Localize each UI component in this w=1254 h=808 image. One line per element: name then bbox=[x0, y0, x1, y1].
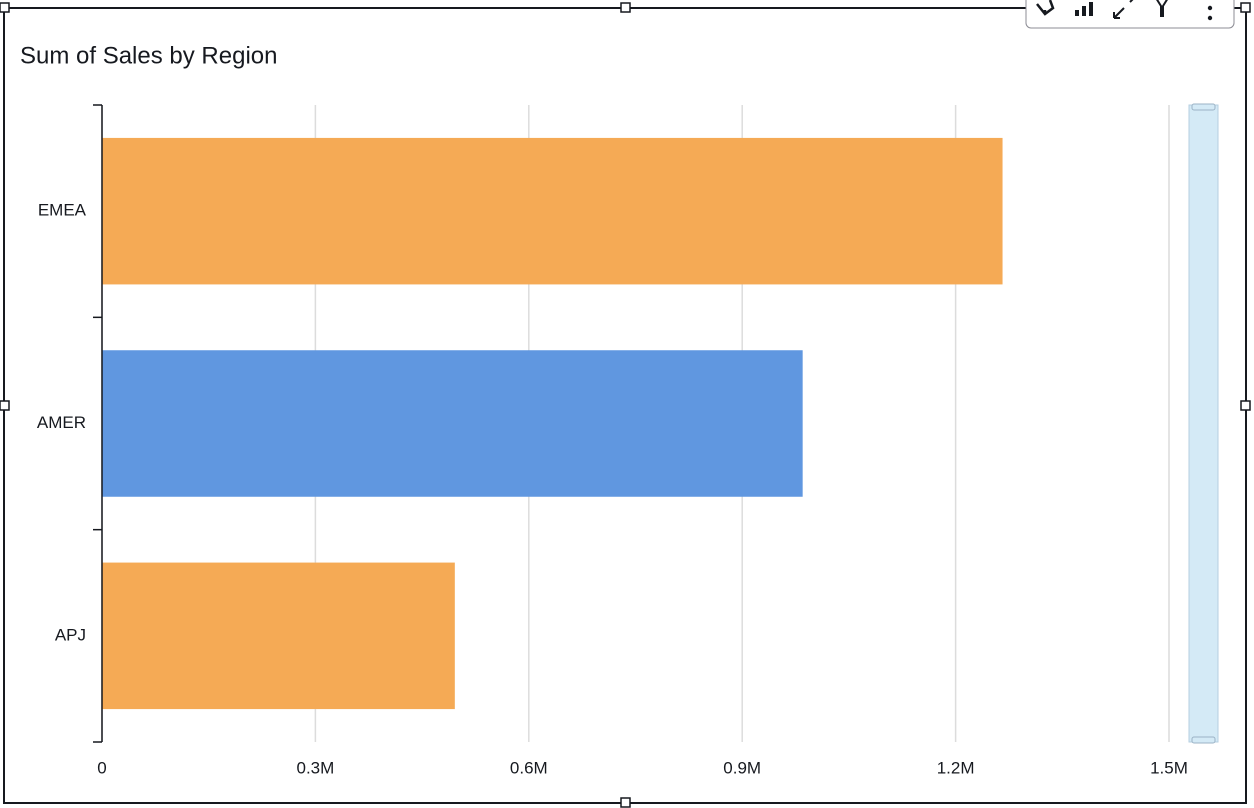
toolbar-icon[interactable] bbox=[1207, 15, 1213, 21]
toolbar-icon[interactable] bbox=[1207, 5, 1213, 11]
scrollbar[interactable] bbox=[1188, 103, 1219, 744]
toolbar-icon[interactable] bbox=[1156, 0, 1168, 17]
toolbar-icon[interactable] bbox=[1113, 0, 1138, 19]
toolbar bbox=[1025, 0, 1235, 29]
scrollbar-track[interactable] bbox=[1188, 104, 1219, 743]
bar bbox=[102, 137, 1003, 285]
y-tick-label: APJ bbox=[55, 625, 86, 644]
scrollbar-handle[interactable] bbox=[1191, 736, 1216, 744]
x-tick-label: 0.9M bbox=[723, 758, 761, 777]
bar bbox=[102, 350, 803, 497]
toolbar-box bbox=[1025, 0, 1235, 29]
x-tick-label: 1.5M bbox=[1150, 758, 1188, 777]
x-tick-label: 0 bbox=[97, 758, 106, 777]
scrollbar-handle[interactable] bbox=[1191, 103, 1216, 111]
toolbar-icon[interactable] bbox=[1075, 2, 1093, 16]
x-tick-label: 0.3M bbox=[297, 758, 335, 777]
bar bbox=[102, 562, 455, 710]
chart-title: Sum of Sales by Region bbox=[20, 42, 277, 69]
x-tick-label: 1.2M bbox=[937, 758, 975, 777]
x-tick-label: 0.6M bbox=[510, 758, 548, 777]
y-tick-label: EMEA bbox=[38, 201, 87, 220]
toolbar-icon[interactable] bbox=[1036, 0, 1055, 16]
y-tick-label: AMER bbox=[37, 413, 86, 432]
